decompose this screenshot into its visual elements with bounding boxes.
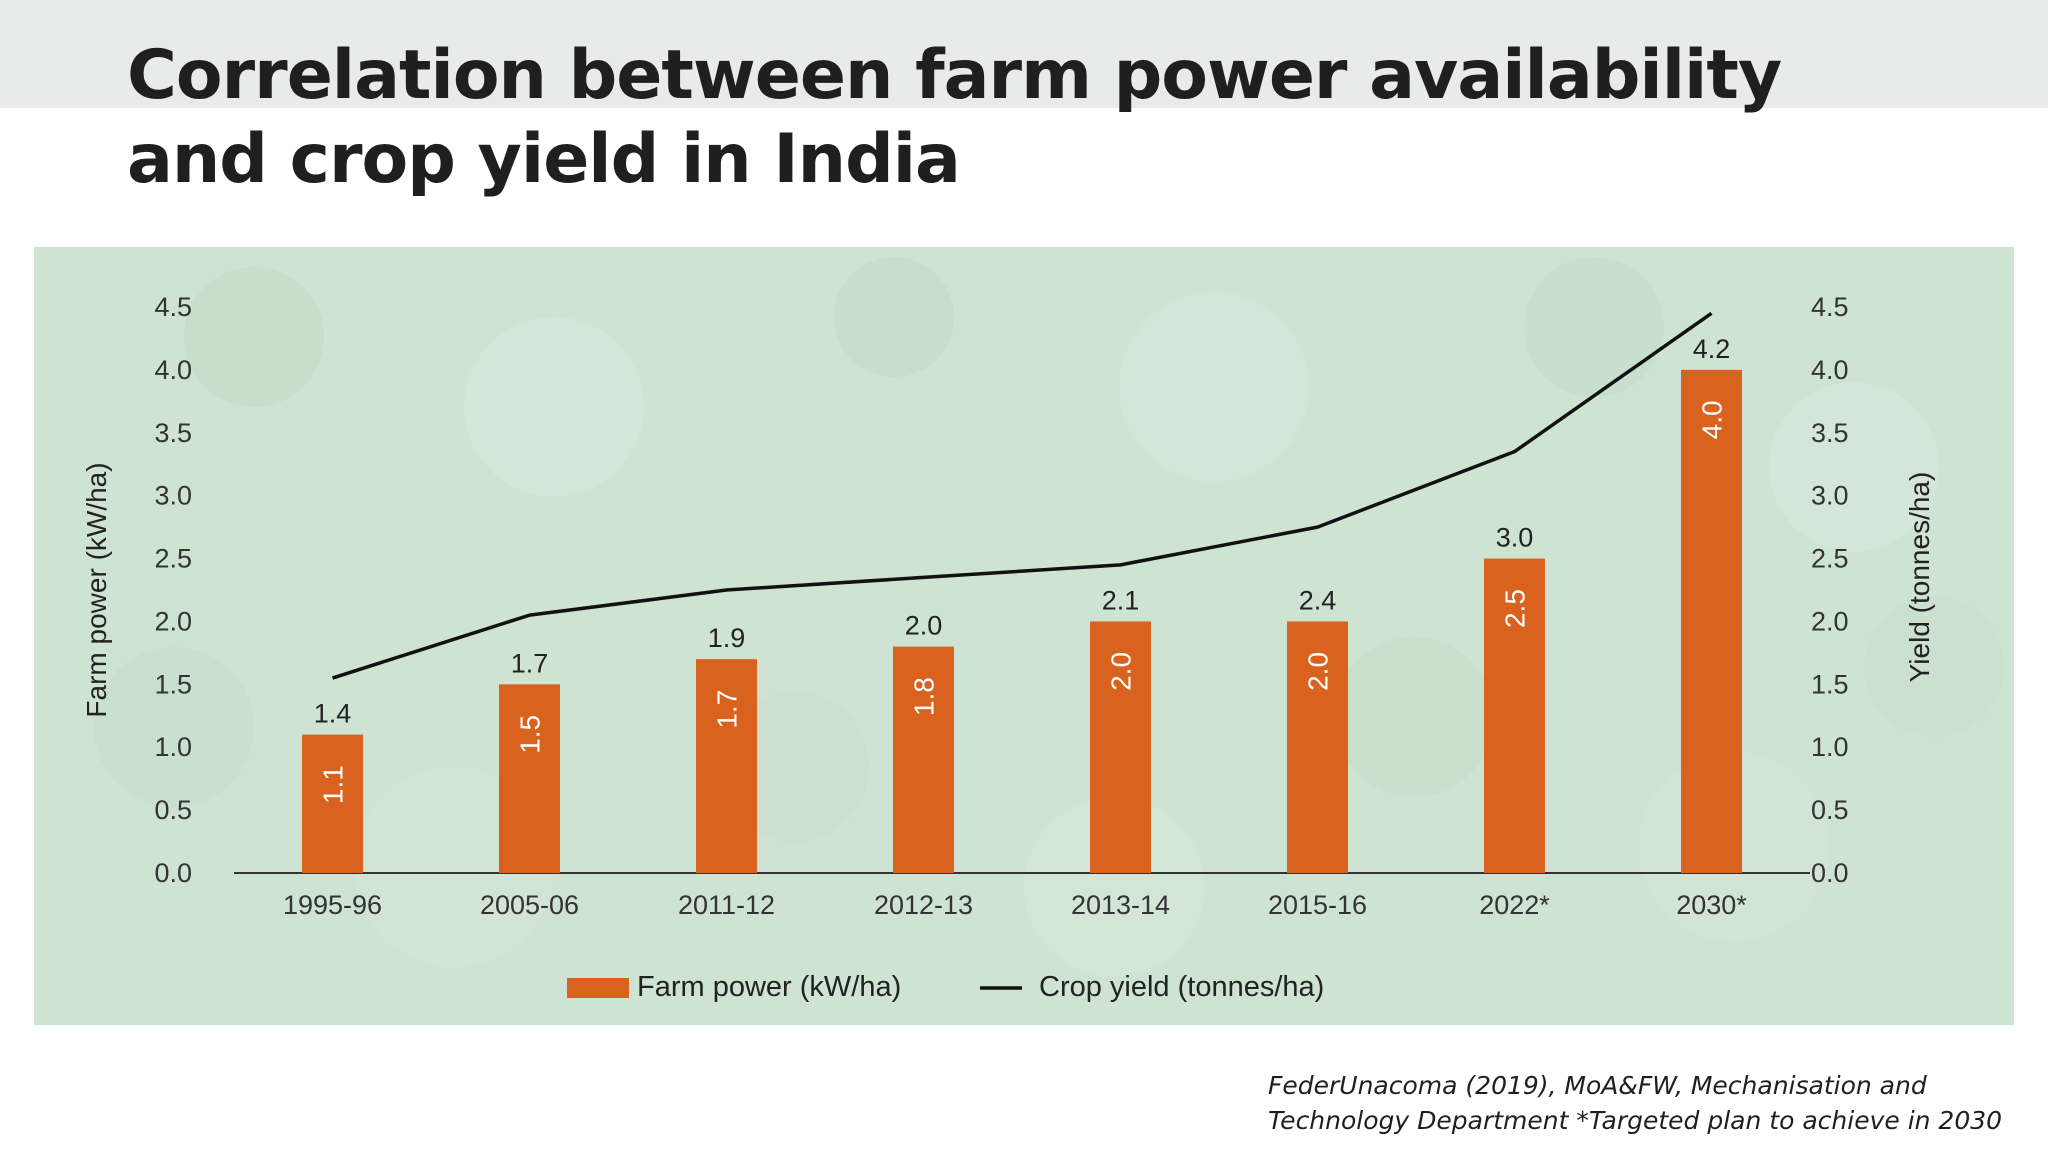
y-tick-label: 0.5 xyxy=(154,795,192,825)
y-tick-label: 2.0 xyxy=(154,606,192,636)
bar xyxy=(696,659,757,873)
yield-value-label: 3.0 xyxy=(1496,523,1534,553)
x-tick-label: 1995-96 xyxy=(283,890,382,920)
yield-value-label: 4.2 xyxy=(1693,334,1731,364)
bar-value-label: 1.7 xyxy=(712,690,743,729)
y-tick-label: 1.0 xyxy=(154,732,192,762)
bar xyxy=(1090,621,1151,873)
y-tick-label: 1.5 xyxy=(154,669,192,699)
bar xyxy=(1484,558,1545,873)
y2-axis-title: Yield (tonnes/ha) xyxy=(1904,472,1935,683)
bar xyxy=(893,646,954,873)
bar-value-label: 4.0 xyxy=(1697,400,1728,439)
y2-tick-label: 3.0 xyxy=(1811,481,1849,511)
y2-tick-label: 2.0 xyxy=(1811,606,1849,636)
x-tick-label: 2015-16 xyxy=(1268,890,1367,920)
chart: 0.0 0.0 0.5 0.5 1.0 1.0 1.5 1.5 2.0 2.0 2.5 2.5 3.0 3… xyxy=(81,257,2004,1003)
y2-tick-label: 0.0 xyxy=(1811,858,1849,888)
x-tick-label: 2022* xyxy=(1479,890,1550,920)
y2-tick-label: 4.0 xyxy=(1811,355,1849,385)
y2-tick-label: 4.5 xyxy=(1811,292,1849,322)
chart-panel: 0.0 0.0 0.5 0.5 1.0 1.0 1.5 1.5 2.0 2.0 2.5 2.5 3.0 3… xyxy=(34,247,2014,1025)
x-tick-label: 2005-06 xyxy=(480,890,579,920)
bar xyxy=(499,684,560,873)
source-note: FederUnacoma (2019), MoA&FW, Mechanisati… xyxy=(1268,1071,2003,1135)
bar-value-label: 2.5 xyxy=(1500,589,1531,628)
slide-title: Correlation between farm power availabil… xyxy=(127,36,1782,199)
bar xyxy=(302,734,363,873)
y2-tick-label: 1.5 xyxy=(1811,669,1849,699)
y-tick-label: 2.5 xyxy=(154,544,192,574)
yield-value-label: 2.1 xyxy=(1102,585,1140,615)
y-tick-label: 3.0 xyxy=(154,481,192,511)
legend-bar-label: Farm power (kW/ha) xyxy=(637,971,901,1003)
legend-line-label: Crop yield (tonnes/ha) xyxy=(1039,971,1324,1003)
yield-value-label: 2.4 xyxy=(1299,585,1337,615)
x-tick-label: 2030* xyxy=(1676,890,1747,920)
x-tick-label: 2011-12 xyxy=(678,890,775,920)
yield-value-label: 1.4 xyxy=(314,699,352,729)
y2-tick-label: 3.5 xyxy=(1811,418,1849,448)
legend-bar-swatch xyxy=(567,978,629,998)
bar xyxy=(1287,621,1348,873)
y2-tick-label: 2.5 xyxy=(1811,544,1849,574)
yield-value-label: 2.0 xyxy=(905,611,943,641)
y-tick-label: 4.0 xyxy=(154,355,192,385)
bar-value-label: 1.1 xyxy=(318,765,349,804)
bar-value-label: 1.5 xyxy=(515,715,546,754)
x-tick-label: 2012-13 xyxy=(874,890,973,920)
y-tick-label: 4.5 xyxy=(154,292,192,322)
x-tick-label: 2013-14 xyxy=(1071,890,1170,920)
bar xyxy=(1681,369,1742,873)
yield-value-label: 1.9 xyxy=(708,623,746,653)
title-band xyxy=(0,0,2048,108)
y-tick-label: 3.5 xyxy=(154,418,192,448)
bar-value-label: 2.0 xyxy=(1106,652,1137,691)
bar-value-label: 2.0 xyxy=(1303,652,1334,691)
yield-value-label: 1.7 xyxy=(511,648,549,678)
y-tick-label: 0.0 xyxy=(154,858,192,888)
bar-value-label: 1.8 xyxy=(909,677,940,716)
yield-line xyxy=(331,311,1713,680)
y2-tick-label: 1.0 xyxy=(1811,732,1849,762)
y2-tick-label: 0.5 xyxy=(1811,795,1849,825)
y-axis-title: Farm power (kW/ha) xyxy=(81,462,112,717)
